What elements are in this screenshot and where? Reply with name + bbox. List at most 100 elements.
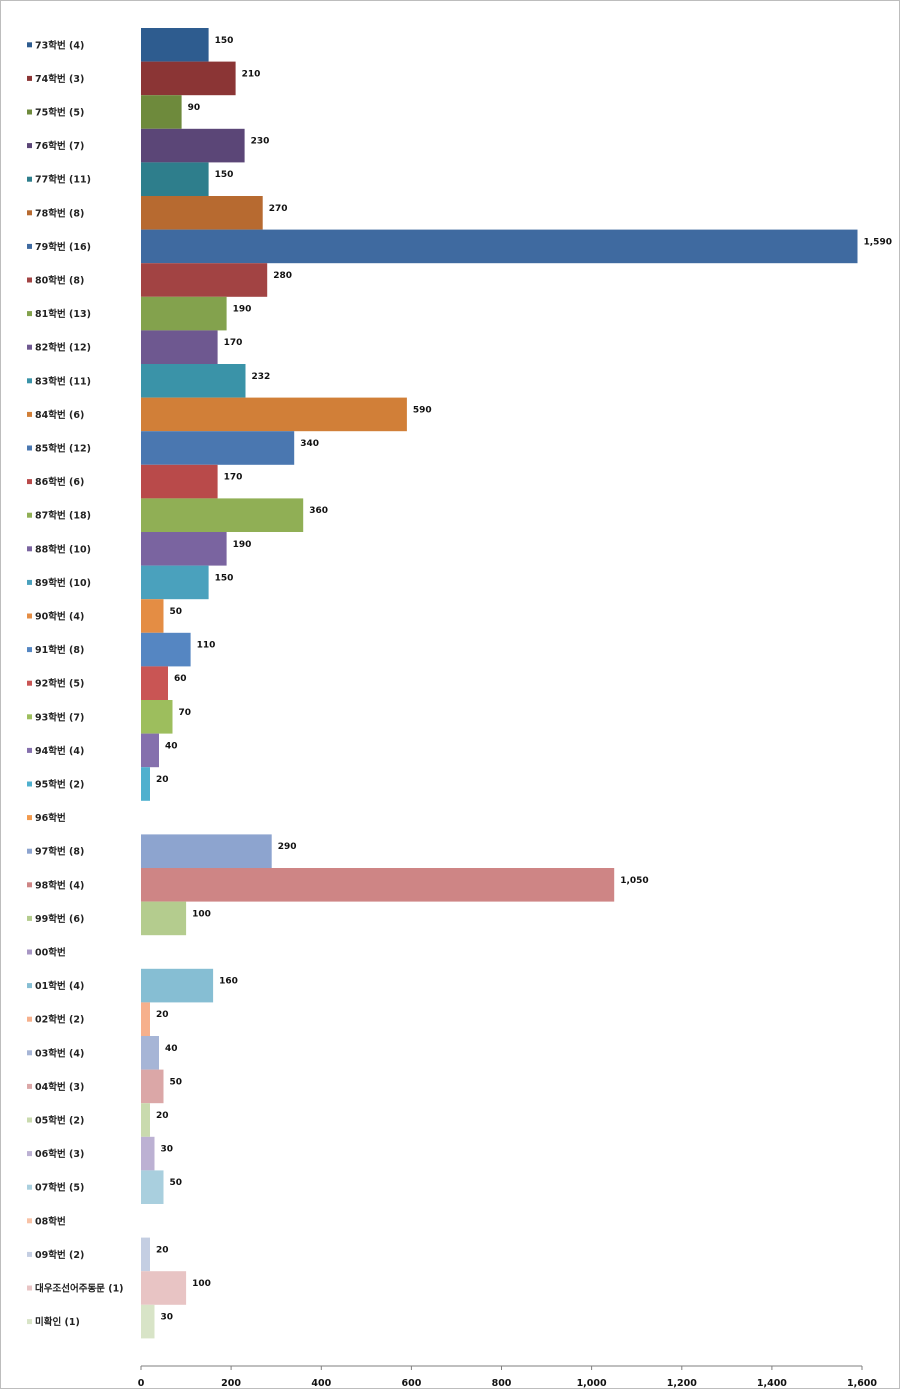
data-label: 40 bbox=[165, 1044, 178, 1054]
data-label: 210 bbox=[242, 69, 261, 79]
legend-label: 81학번 (13) bbox=[35, 308, 91, 320]
x-tick-label: 1,400 bbox=[757, 1378, 787, 1389]
legend-marker bbox=[27, 1016, 32, 1022]
legend-label: 80학번 (8) bbox=[35, 275, 84, 287]
legend-label: 08학번 bbox=[35, 1215, 66, 1227]
data-label: 20 bbox=[156, 1010, 169, 1020]
bar bbox=[141, 532, 227, 566]
legend-marker bbox=[27, 747, 32, 753]
data-label: 50 bbox=[170, 607, 183, 617]
bar bbox=[141, 1304, 155, 1339]
data-label: 170 bbox=[224, 473, 243, 483]
data-label: 150 bbox=[215, 573, 234, 583]
legend-marker bbox=[27, 915, 32, 921]
bar bbox=[141, 330, 218, 364]
legend-label: 04학번 (3) bbox=[35, 1081, 84, 1093]
legend-marker bbox=[27, 512, 32, 518]
legend-marker bbox=[27, 344, 32, 350]
data-label: 230 bbox=[251, 137, 270, 147]
x-tick-label: 1,200 bbox=[667, 1378, 697, 1389]
bar bbox=[141, 1036, 159, 1070]
legend-marker bbox=[27, 579, 32, 585]
bar bbox=[141, 1002, 150, 1036]
bar bbox=[141, 632, 191, 667]
legend-label: 76학번 (7) bbox=[35, 140, 84, 152]
legend-marker bbox=[27, 1117, 32, 1123]
legend-label: 75학번 (5) bbox=[35, 107, 84, 119]
bars bbox=[141, 28, 858, 1339]
data-label: 590 bbox=[413, 405, 432, 415]
x-tick-label: 800 bbox=[492, 1378, 512, 1389]
data-label: 340 bbox=[300, 439, 319, 449]
bar bbox=[141, 498, 304, 532]
legend-marker bbox=[27, 143, 32, 149]
data-label: 150 bbox=[215, 170, 234, 180]
bar bbox=[141, 1271, 187, 1305]
bar bbox=[141, 1069, 164, 1104]
legend-marker bbox=[27, 42, 32, 48]
bar bbox=[141, 733, 159, 768]
bar bbox=[141, 901, 187, 936]
bar bbox=[141, 464, 218, 499]
legend-marker bbox=[27, 445, 32, 451]
data-label: 100 bbox=[192, 909, 211, 919]
legend-label: 88학번 (10) bbox=[35, 543, 91, 555]
bar bbox=[141, 968, 214, 1003]
legend-label: 05학번 (2) bbox=[35, 1115, 84, 1127]
legend-label: 98학번 (4) bbox=[35, 879, 84, 891]
legend-marker bbox=[27, 680, 32, 686]
legend-marker bbox=[27, 882, 32, 888]
legend-label: 09학번 (2) bbox=[35, 1249, 84, 1261]
legend-label: 93학번 (7) bbox=[35, 711, 84, 723]
legend-marker bbox=[27, 378, 32, 384]
data-label: 170 bbox=[224, 338, 243, 348]
legend-marker bbox=[27, 546, 32, 552]
x-tick-label: 200 bbox=[221, 1378, 241, 1389]
legend: 73학번 (4) 74학번 (3) 75학번 (5) 76학번 (7) 77학번 (11… bbox=[27, 39, 124, 1328]
legend-label: 03학번 (4) bbox=[35, 1047, 84, 1059]
legend-marker bbox=[27, 109, 32, 115]
bar bbox=[141, 61, 236, 96]
data-label: 30 bbox=[161, 1313, 174, 1323]
bar bbox=[141, 28, 209, 62]
data-label: 90 bbox=[188, 103, 201, 113]
bar bbox=[141, 1103, 150, 1137]
legend-marker bbox=[27, 479, 32, 485]
legend-label: 92학번 (5) bbox=[35, 678, 84, 690]
data-label: 190 bbox=[233, 540, 252, 550]
legend-marker bbox=[27, 1050, 32, 1056]
x-tick-label: 1,000 bbox=[577, 1378, 607, 1389]
data-label: 20 bbox=[156, 1245, 169, 1255]
legend-label: 86학번 (6) bbox=[35, 476, 84, 488]
legend-marker bbox=[27, 1184, 32, 1190]
bar bbox=[141, 834, 272, 868]
data-label: 20 bbox=[156, 775, 169, 785]
legend-marker bbox=[27, 75, 32, 81]
legend-marker bbox=[27, 1218, 32, 1224]
bar bbox=[141, 767, 150, 801]
data-label: 360 bbox=[309, 506, 328, 516]
x-tick-label: 1,600 bbox=[847, 1378, 877, 1389]
data-label: 1,050 bbox=[620, 876, 648, 886]
legend-label: 79학번 (16) bbox=[35, 241, 91, 253]
legend-marker bbox=[27, 983, 32, 989]
data-label: 270 bbox=[269, 204, 288, 214]
bar bbox=[141, 263, 268, 297]
legend-marker bbox=[27, 1319, 32, 1325]
legend-marker bbox=[27, 1083, 32, 1089]
bar bbox=[141, 666, 168, 700]
bar bbox=[141, 431, 295, 465]
legend-label: 99학번 (6) bbox=[35, 913, 84, 925]
legend-label: 78학번 (8) bbox=[35, 207, 84, 219]
data-label: 110 bbox=[197, 641, 216, 651]
data-label: 290 bbox=[278, 842, 297, 852]
legend-marker bbox=[27, 1285, 32, 1291]
legend-marker bbox=[27, 1251, 32, 1257]
legend-marker bbox=[27, 714, 32, 720]
legend-label: 73학번 (4) bbox=[35, 39, 84, 51]
legend-marker bbox=[27, 613, 32, 619]
legend-label: 91학번 (8) bbox=[35, 644, 84, 656]
x-tick-label: 600 bbox=[401, 1378, 421, 1389]
bar bbox=[141, 296, 227, 331]
legend-label: 07학번 (5) bbox=[35, 1182, 84, 1194]
